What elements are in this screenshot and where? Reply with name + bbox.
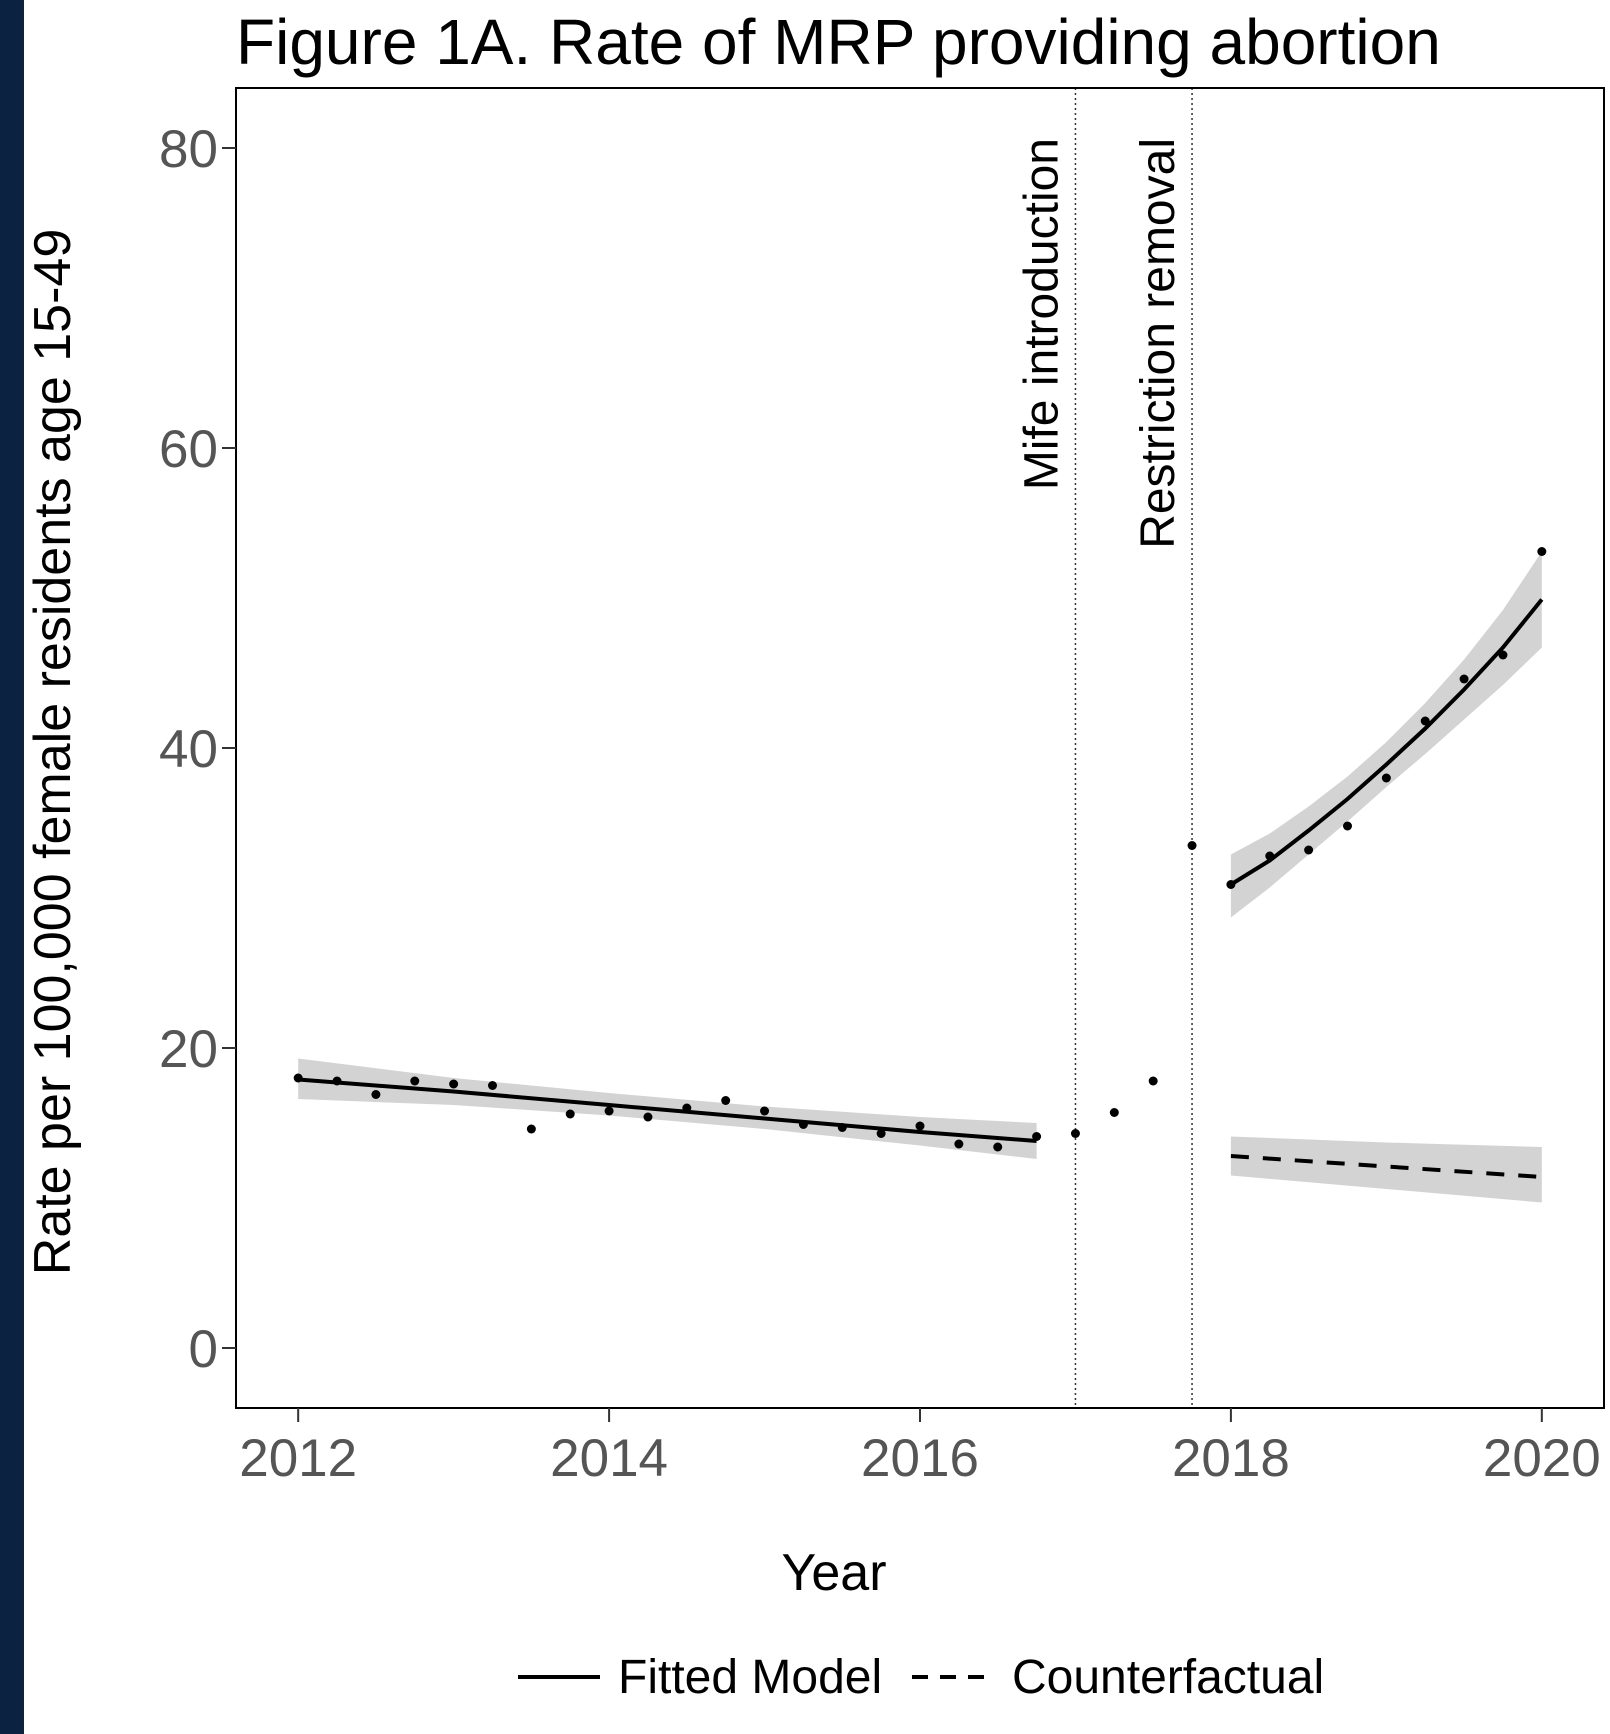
data-point (760, 1106, 770, 1116)
y-axis: 0 20 40 60 80 (159, 120, 236, 1379)
data-point (488, 1081, 497, 1090)
y-axis-label: Rate per 100,000 female residents age 15… (24, 229, 82, 1275)
x-tick-label: 2018 (1172, 1429, 1290, 1488)
data-point (371, 1090, 381, 1099)
data-point (1459, 674, 1469, 684)
data-point (1498, 650, 1508, 660)
data-point (1187, 841, 1197, 850)
data-point (1343, 821, 1352, 831)
data-point (993, 1142, 1003, 1152)
data-point (954, 1139, 964, 1149)
legend: Fitted Model Counterfactual (518, 1651, 1324, 1704)
legend-label-fitted-model: Fitted Model (618, 1651, 882, 1704)
series-line-fitted-model-1 (1229, 598, 1544, 887)
x-tick-label: 2020 (1483, 1429, 1601, 1488)
confidence-band-counterfactual-0 (1230, 1136, 1542, 1203)
confidence-bands (298, 551, 1542, 1203)
y-tick-label: 0 (189, 1320, 218, 1379)
y-tick-label: 40 (159, 720, 218, 779)
data-point (915, 1121, 925, 1131)
data-point (410, 1076, 420, 1086)
x-axis: 2012 2014 2016 2018 2020 (239, 1408, 1601, 1488)
data-point (1420, 716, 1430, 726)
figure-panel (24, 0, 1610, 1734)
series-line-fitted-model-0 (298, 1077, 1037, 1143)
data-point (1032, 1132, 1042, 1141)
data-point (1148, 1076, 1158, 1086)
data-point (837, 1123, 847, 1132)
y-tick-label: 80 (159, 120, 218, 179)
event-lines: Mife introduction Restriction removal (1015, 88, 1193, 1408)
data-point (682, 1103, 692, 1113)
data-point (1226, 880, 1236, 889)
data-point (526, 1124, 536, 1134)
data-point (332, 1076, 342, 1086)
data-point (1304, 845, 1314, 855)
data-point (293, 1073, 303, 1083)
observed-points (293, 547, 1547, 1152)
x-tick-label: 2012 (239, 1429, 357, 1488)
data-point (565, 1109, 575, 1119)
data-point (876, 1129, 886, 1138)
data-point (1070, 1129, 1080, 1138)
event-label-0: Mife introduction (1015, 138, 1068, 490)
y-tick-label: 60 (159, 420, 218, 479)
data-point (798, 1120, 808, 1129)
x-axis-label: Year (781, 1544, 886, 1602)
x-tick-label: 2016 (861, 1429, 979, 1488)
event-label-1: Restriction removal (1132, 138, 1185, 549)
confidence-band-fitted-1 (1230, 551, 1542, 918)
legend-label-counterfactual: Counterfactual (1012, 1651, 1324, 1704)
y-tick-label: 20 (159, 1020, 218, 1079)
data-point (1381, 773, 1391, 783)
chart-title: Figure 1A. Rate of MRP providing abortio… (236, 6, 1441, 78)
data-point (1537, 547, 1547, 556)
x-tick-label: 2014 (550, 1429, 668, 1488)
data-point (1265, 851, 1275, 861)
series-line-counterfactual-0 (1230, 1154, 1542, 1179)
data-point (643, 1112, 653, 1122)
data-point (449, 1079, 459, 1089)
data-point (1109, 1108, 1119, 1117)
data-point (721, 1096, 731, 1105)
data-point (604, 1106, 614, 1116)
